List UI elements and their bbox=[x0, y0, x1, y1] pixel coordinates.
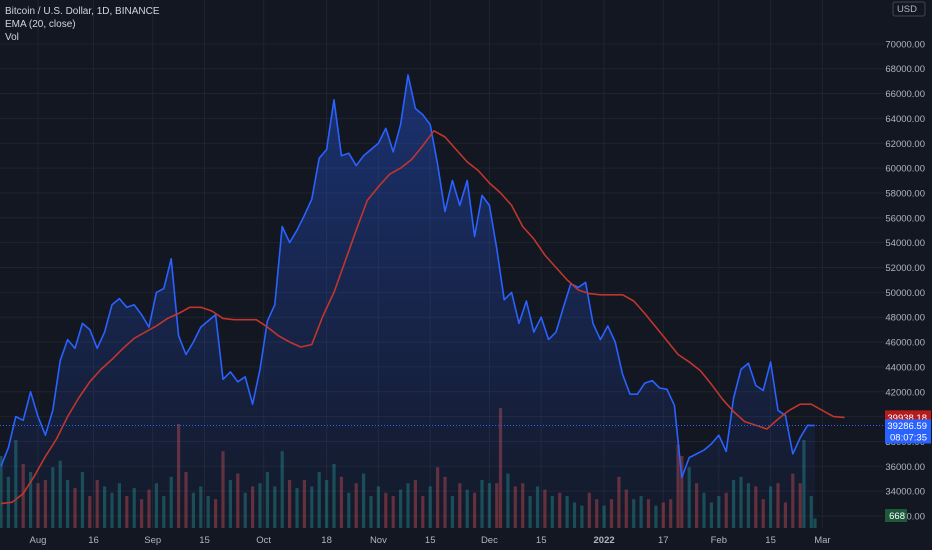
legend-vol[interactable]: Vol bbox=[5, 32, 19, 43]
time-axis-tick: Dec bbox=[481, 535, 498, 546]
time-axis-tick: Sep bbox=[144, 535, 161, 546]
price-axis-tick: 52000.00 bbox=[885, 263, 925, 274]
legend-ema[interactable]: EMA (20, close) bbox=[5, 19, 76, 30]
time-axis-tick: 18 bbox=[321, 535, 332, 546]
price-axis-tick: 34000.00 bbox=[885, 487, 925, 498]
chart-legend: Bitcoin / U.S. Dollar, 1D, BINANCE EMA (… bbox=[5, 5, 160, 44]
legend-symbol[interactable]: Bitcoin / U.S. Dollar, 1D, BINANCE bbox=[5, 6, 160, 17]
currency-label-box bbox=[892, 1, 926, 17]
time-axis-tick: 17 bbox=[658, 535, 669, 546]
time-axis-tick: 15 bbox=[199, 535, 210, 546]
price-axis[interactable]: 32000.0034000.0036000.0038000.0040000.00… bbox=[885, 39, 925, 522]
time-axis-tick: 15 bbox=[765, 535, 776, 546]
volume-value-label-box bbox=[885, 509, 907, 522]
axis-value-labels: USD 39938.18 39286.59 08:07:35 668 bbox=[885, 1, 931, 522]
currency-label: USD bbox=[897, 4, 917, 15]
time-axis-tick: Oct bbox=[256, 535, 271, 546]
time-axis[interactable]: Aug 16 Sep 15 Oct 18 Nov 15 Dec 15 2022 17 Feb 15 Mar bbox=[30, 535, 831, 546]
time-axis-tick: 15 bbox=[425, 535, 436, 546]
time-axis-tick: Feb bbox=[711, 535, 727, 546]
price-axis-tick: 58000.00 bbox=[885, 188, 925, 199]
price-axis-tick: 56000.00 bbox=[885, 213, 925, 224]
price-axis-tick: 54000.00 bbox=[885, 238, 925, 249]
price-axis-tick: 66000.00 bbox=[885, 89, 925, 100]
price-axis-tick: 44000.00 bbox=[885, 362, 925, 373]
price-axis-tick: 46000.00 bbox=[885, 338, 925, 349]
price-axis-tick: 68000.00 bbox=[885, 64, 925, 75]
time-axis-tick: Mar bbox=[814, 535, 830, 546]
last-price-label-box bbox=[885, 419, 931, 444]
price-area-fill bbox=[1, 74, 815, 529]
ema-line bbox=[0, 130, 845, 505]
price-axis-tick: 70000.00 bbox=[885, 39, 925, 50]
time-axis-tick: 2022 bbox=[594, 535, 615, 546]
time-axis-tick: Aug bbox=[30, 535, 47, 546]
price-axis-tick: 64000.00 bbox=[885, 114, 925, 125]
price-axis-tick: 60000.00 bbox=[885, 164, 925, 175]
time-axis-tick: 15 bbox=[536, 535, 547, 546]
price-axis-tick: 36000.00 bbox=[885, 462, 925, 473]
price-line bbox=[0, 74, 816, 479]
time-axis-tick: Nov bbox=[370, 535, 387, 546]
last-price-label: 39286.59 bbox=[887, 421, 927, 432]
ema-value-label: 39938.18 bbox=[887, 413, 927, 424]
price-axis-tick: 42000.00 bbox=[885, 387, 925, 398]
price-axis-tick: 50000.00 bbox=[885, 288, 925, 299]
price-axis-tick: 62000.00 bbox=[885, 139, 925, 150]
bar-countdown-label: 08:07:35 bbox=[890, 432, 927, 443]
volume-value-label: 668 bbox=[889, 511, 905, 522]
price-axis-tick: 48000.00 bbox=[885, 313, 925, 324]
time-axis-tick: 16 bbox=[88, 535, 99, 546]
